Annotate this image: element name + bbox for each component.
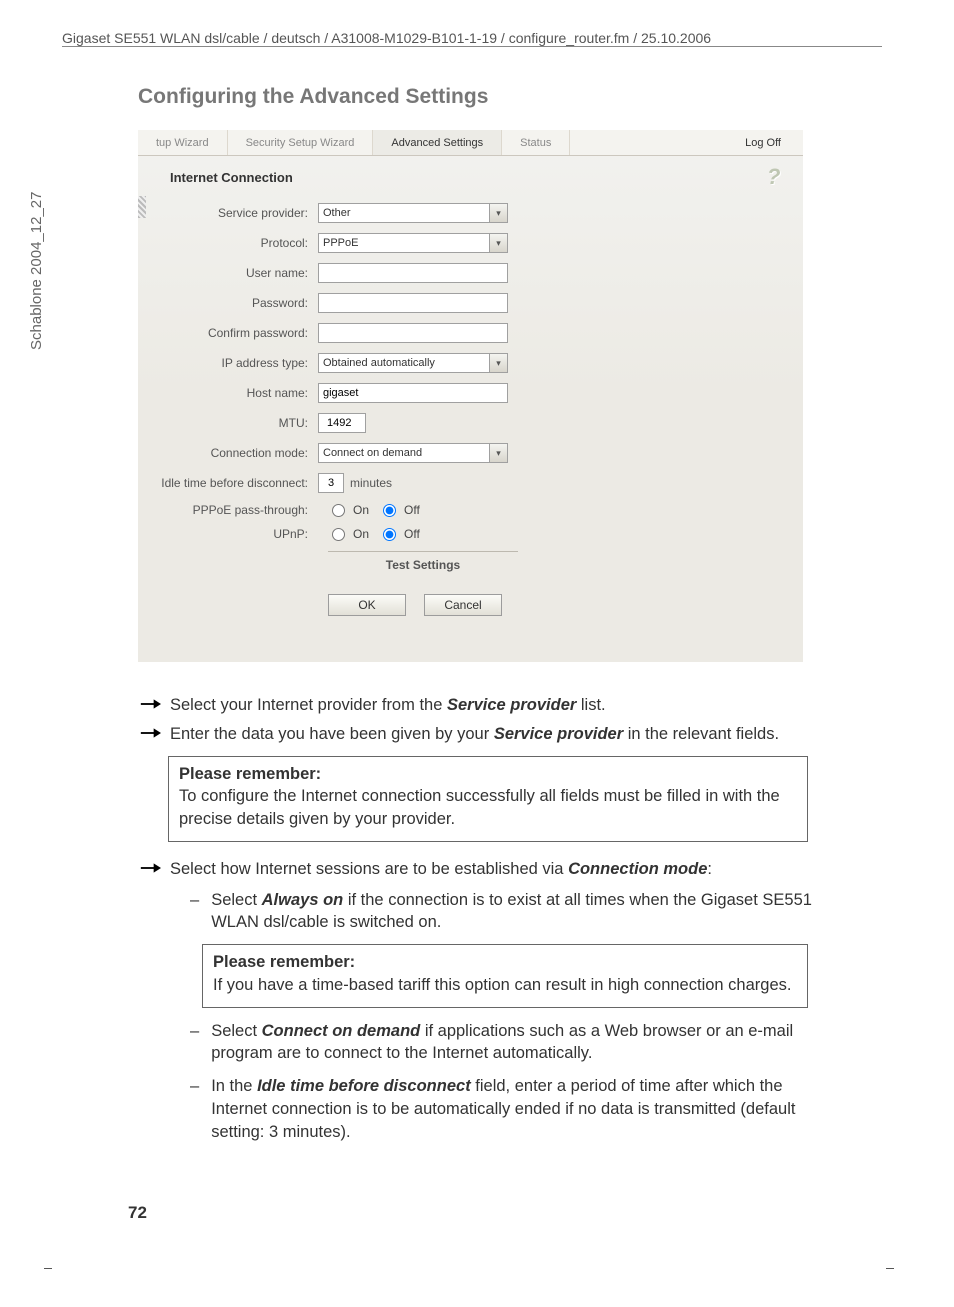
label-upnp: UPnP: [148,527,318,541]
note-box: Please remember: To configure the Intern… [168,756,808,842]
panel-heading: Internet Connection [170,170,293,185]
logoff-link[interactable]: Log Off [745,130,781,156]
instruction-text: Select how Internet sessions are to be e… [170,858,712,881]
router-ui-panel: tup Wizard Security Setup Wizard Advance… [138,130,803,662]
input-mtu[interactable] [318,413,366,433]
tab-security-wizard[interactable]: Security Setup Wizard [228,130,374,155]
header-path: Gigaset SE551 WLAN dsl/cable / deutsch /… [62,30,711,46]
input-idle-time[interactable] [318,473,344,493]
section-title: Configuring the Advanced Settings [138,85,488,109]
crop-mark [886,1255,894,1269]
chevron-down-icon: ▾ [490,353,508,373]
radio-upnp-off[interactable] [383,528,396,541]
select-connection-mode[interactable]: Connect on demand ▾ [318,443,508,463]
tab-status[interactable]: Status [502,130,570,155]
radio-pppoe-on[interactable] [332,504,345,517]
arrow-icon [138,694,162,717]
test-settings-button[interactable]: Test Settings [328,551,518,572]
dash-icon: – [190,889,199,935]
instruction-text: Select your Internet provider from the S… [170,694,606,717]
dash-icon: – [190,1075,199,1143]
select-service-provider[interactable]: Other ▾ [318,203,508,223]
label-protocol: Protocol: [148,236,318,250]
note-title: Please remember: [213,951,797,974]
label-connection-mode: Connection mode: [148,446,318,460]
input-password[interactable] [318,293,508,313]
select-connection-mode-value: Connect on demand [318,443,490,463]
decorative-hash [138,196,146,218]
radio-pppoe-off[interactable] [383,504,396,517]
cancel-button[interactable]: Cancel [424,594,502,616]
tab-bar: tup Wizard Security Setup Wizard Advance… [138,130,803,156]
page-number: 72 [128,1203,147,1223]
select-ip-type-value: Obtained automatically [318,353,490,373]
label-on: On [353,503,369,517]
divider [62,46,882,47]
label-idle-time: Idle time before disconnect: [148,476,318,490]
vertical-stamp: Schablone 2004_12_27 [28,192,45,350]
label-password: Password: [148,296,318,310]
select-ip-type[interactable]: Obtained automatically ▾ [318,353,508,373]
select-protocol[interactable]: PPPoE ▾ [318,233,508,253]
label-off: Off [404,503,420,517]
note-body: To configure the Internet connection suc… [179,785,797,831]
input-hostname[interactable] [318,383,508,403]
help-icon[interactable]: ? [767,164,787,186]
idle-unit: minutes [350,476,392,490]
arrow-icon [138,723,162,746]
label-off: Off [404,527,420,541]
select-protocol-value: PPPoE [318,233,490,253]
crop-mark [44,1255,52,1269]
select-service-provider-value: Other [318,203,490,223]
ok-button[interactable]: OK [328,594,406,616]
input-confirm-password[interactable] [318,323,508,343]
dash-icon: – [190,1020,199,1066]
instruction-text: Enter the data you have been given by yo… [170,723,779,746]
note-box: Please remember: If you have a time-base… [202,944,808,1008]
chevron-down-icon: ▾ [490,203,508,223]
label-username: User name: [148,266,318,280]
radio-upnp-on[interactable] [332,528,345,541]
label-mtu: MTU: [148,416,318,430]
bullet-text: Select Always on if the connection is to… [211,889,828,935]
chevron-down-icon: ▾ [490,443,508,463]
label-on: On [353,527,369,541]
chevron-down-icon: ▾ [490,233,508,253]
arrow-icon [138,858,162,881]
note-body: If you have a time-based tariff this opt… [213,974,797,997]
label-service-provider: Service provider: [148,206,318,220]
input-username[interactable] [318,263,508,283]
label-pppoe: PPPoE pass-through: [148,503,318,517]
label-hostname: Host name: [148,386,318,400]
tab-advanced[interactable]: Advanced Settings [373,130,502,155]
label-ip-type: IP address type: [148,356,318,370]
bullet-text: Select Connect on demand if applications… [211,1020,828,1066]
tab-setup-wizard[interactable]: tup Wizard [138,130,228,155]
bullet-text: In the Idle time before disconnect field… [211,1075,828,1143]
note-title: Please remember: [179,763,797,786]
label-confirm-password: Confirm password: [148,326,318,340]
